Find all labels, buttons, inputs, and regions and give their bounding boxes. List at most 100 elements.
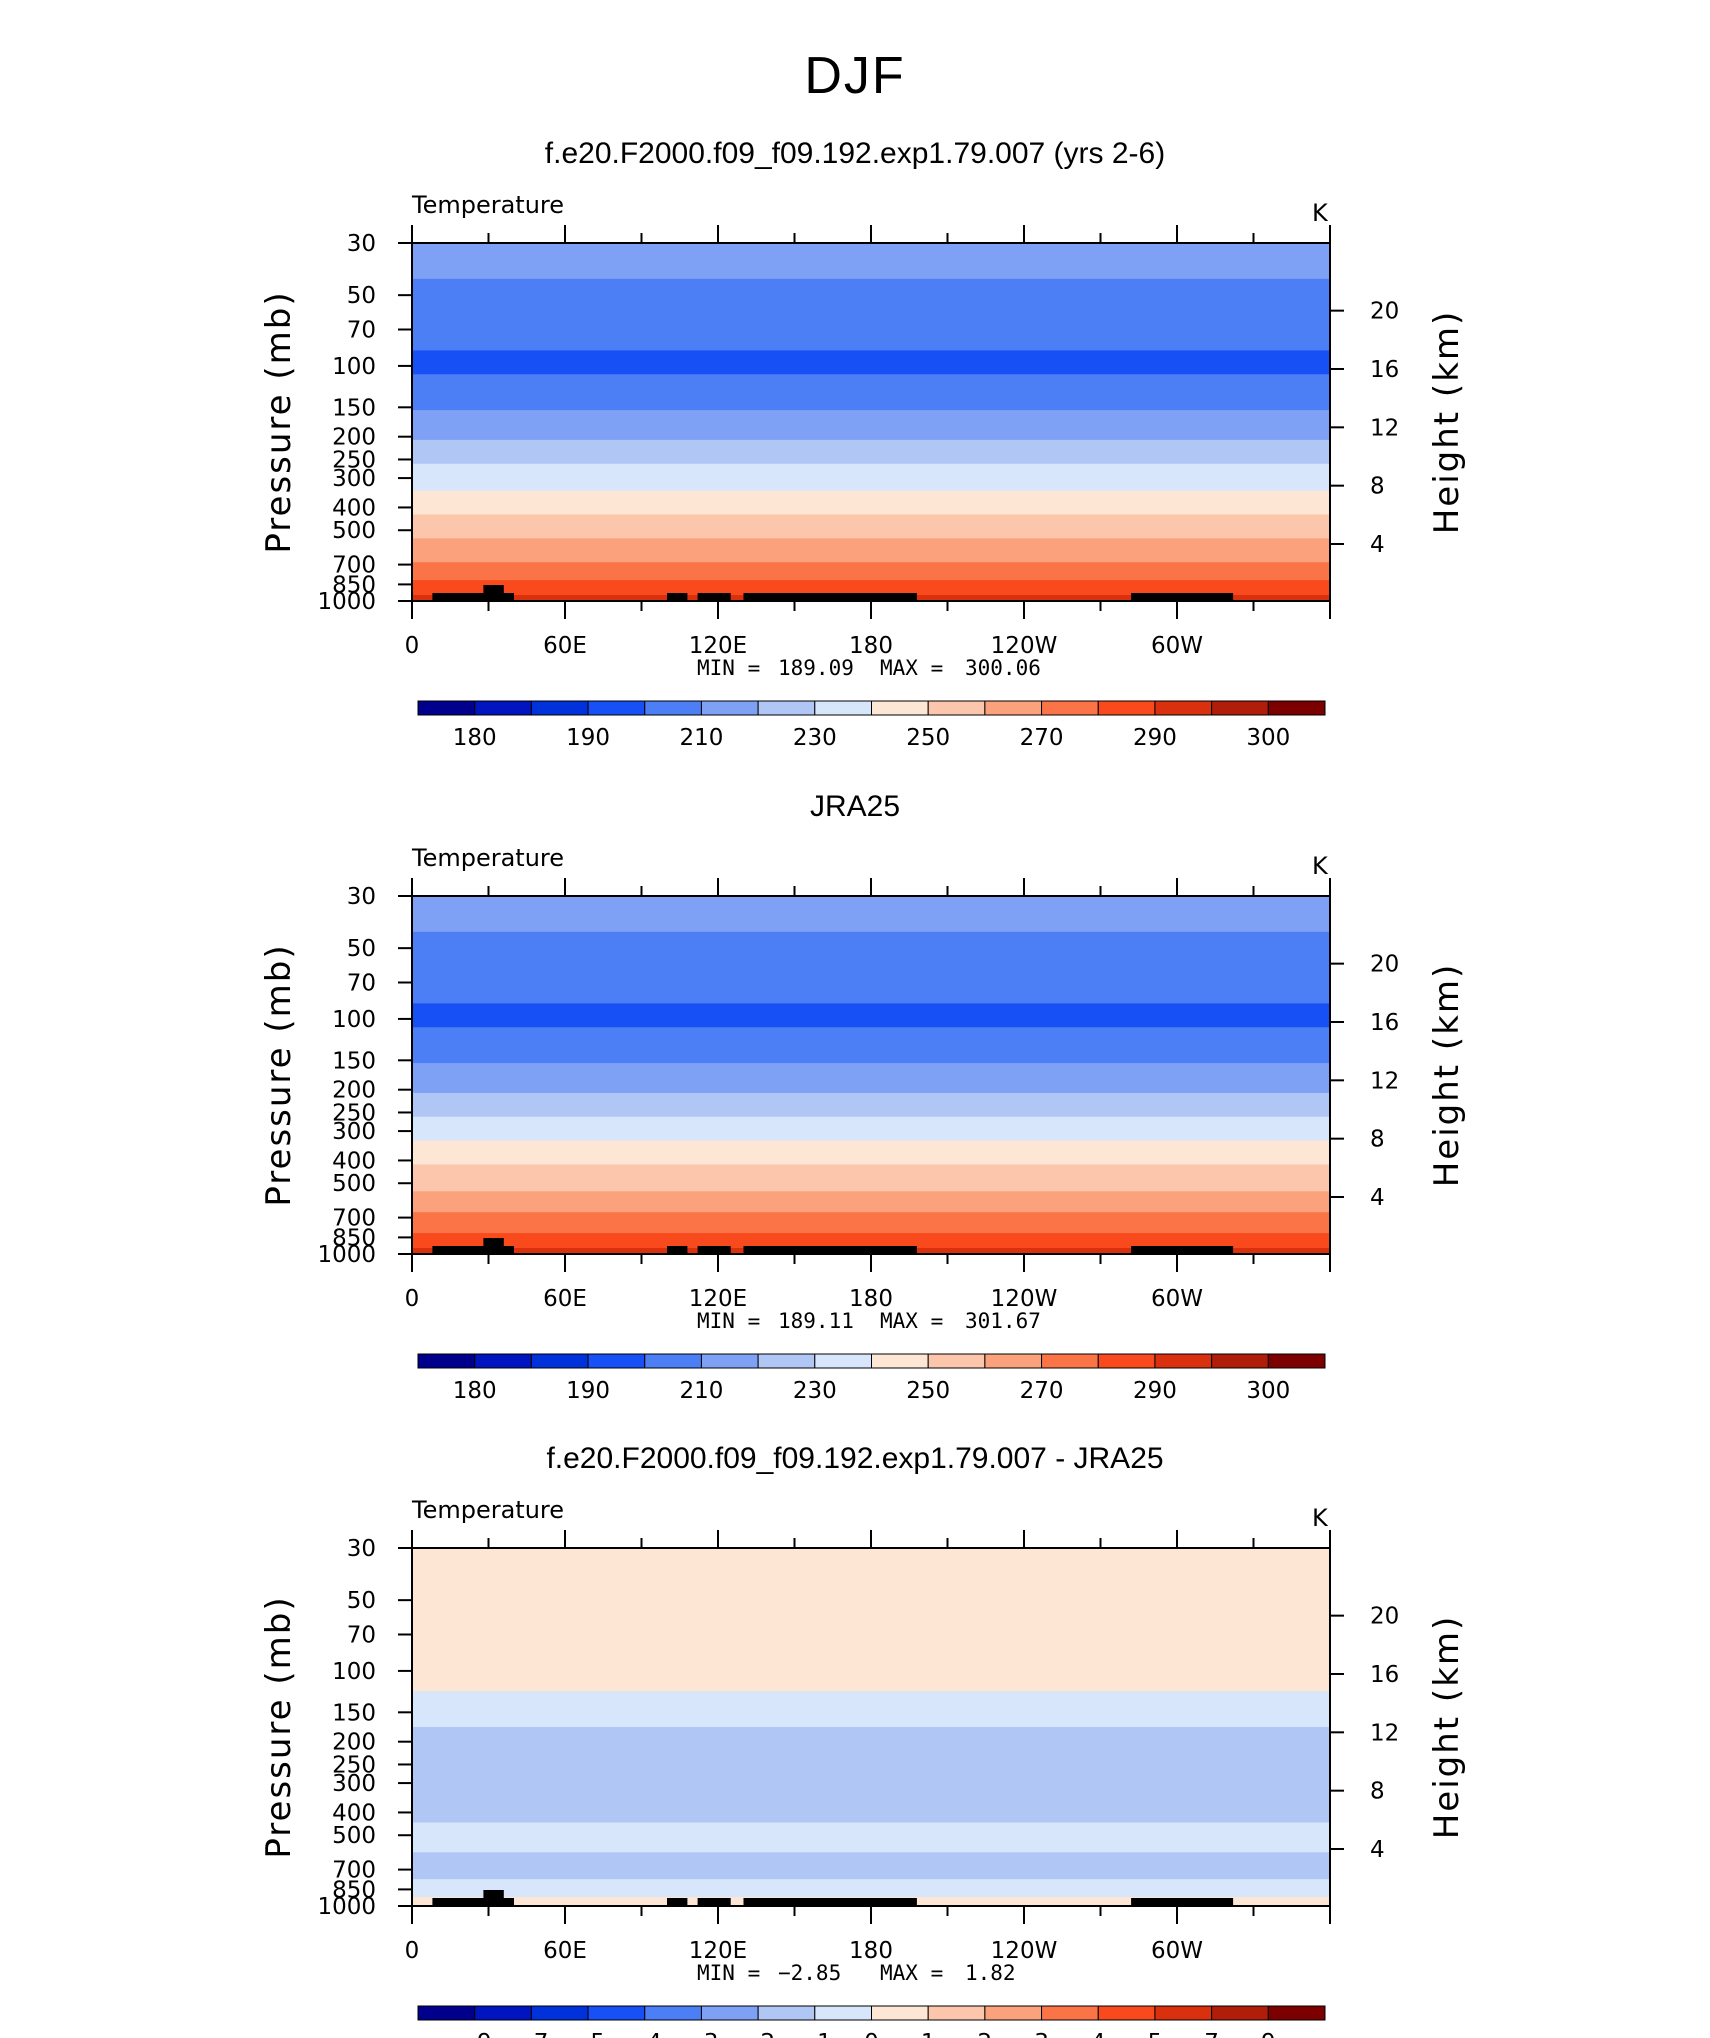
contour-band	[412, 1744, 1330, 1749]
contour-band	[412, 475, 1330, 480]
contour-band	[412, 910, 1330, 915]
pressure-tick-label: 300	[332, 1119, 376, 1145]
contour-band	[412, 1712, 1330, 1716]
colorbar-box	[417, 2005, 476, 2021]
topography-block	[483, 1890, 504, 1906]
contour-band	[412, 907, 1330, 912]
height-tick-label: 8	[1370, 1779, 1385, 1805]
contour-band	[412, 410, 1330, 414]
contour-band	[412, 1852, 1330, 1857]
contour-band	[412, 296, 1330, 301]
contour-band	[412, 1060, 1330, 1064]
contour-band	[412, 266, 1330, 271]
pressure-tick-label: 30	[347, 1536, 376, 1562]
contour-band	[412, 1888, 1330, 1892]
colorbar-label: 0	[864, 2030, 879, 2038]
contour-band	[412, 487, 1330, 492]
colorbar-label: 180	[453, 1378, 497, 1404]
contour-band	[412, 1816, 1330, 1821]
pressure-tick-label: 1000	[317, 1894, 376, 1920]
contour-band	[412, 1819, 1330, 1824]
contour-band	[412, 1634, 1330, 1639]
panel-title: f.e20.F2000.f09_f09.192.exp1.79.007 - JR…	[546, 1442, 1163, 1475]
contour-band	[412, 383, 1330, 387]
contour-band	[412, 1194, 1330, 1199]
contour-band	[412, 251, 1330, 256]
contour-band	[412, 1188, 1330, 1193]
colorbar-box	[474, 700, 532, 716]
lon-tick-label: 60W	[1151, 1938, 1203, 1964]
lon-tick-label: 180	[849, 633, 893, 659]
contour-band	[412, 571, 1330, 575]
contour-band	[412, 922, 1330, 927]
pressure-tick-label: 400	[332, 1148, 376, 1174]
contour-band	[412, 1768, 1330, 1773]
colorbar-box	[1097, 700, 1156, 716]
contour-band	[412, 1009, 1330, 1014]
contour-band	[412, 1233, 1330, 1237]
contour-band	[412, 1119, 1330, 1124]
colorbar-label: 9	[1261, 2030, 1276, 2038]
contour-band	[412, 493, 1330, 498]
contour-band	[412, 1021, 1330, 1026]
contour-band	[412, 1676, 1330, 1681]
contour-band	[412, 1209, 1330, 1214]
colorbar-box	[927, 700, 986, 716]
contour-band	[412, 1885, 1330, 1889]
lon-tick-label: 120E	[689, 633, 747, 659]
contour-band	[412, 448, 1330, 453]
height-tick-label: 20	[1370, 299, 1399, 325]
contour-band	[412, 368, 1330, 373]
contour-band	[412, 574, 1330, 578]
contour-band	[412, 454, 1330, 459]
contour-band	[412, 344, 1330, 349]
contour-band	[412, 1801, 1330, 1806]
colorbar-box	[644, 1353, 702, 1369]
contour-band	[412, 589, 1330, 593]
colorbar-label: 230	[793, 725, 837, 751]
contour-band	[412, 1116, 1330, 1121]
contour-band	[412, 1033, 1330, 1038]
height-tick-label: 12	[1370, 1068, 1399, 1094]
contour-band	[412, 1185, 1330, 1190]
topography-block	[743, 1246, 917, 1254]
topography-block	[667, 1898, 688, 1906]
colorbar-box	[530, 1353, 589, 1369]
colorbar-box	[700, 2005, 759, 2021]
contour-band	[412, 1080, 1330, 1085]
colorbar-box	[587, 2005, 646, 2021]
left-axis-title: Pressure (mb)	[259, 290, 299, 553]
contour-band	[412, 442, 1330, 447]
pressure-tick-label: 1000	[317, 589, 376, 615]
contour-band	[412, 365, 1330, 370]
colorbar-box	[984, 1353, 1043, 1369]
contour-band	[412, 1664, 1330, 1669]
contour-band	[412, 1807, 1330, 1812]
contour-band	[412, 1694, 1330, 1698]
contour-band	[412, 427, 1330, 432]
contour-band	[412, 380, 1330, 385]
contour-band	[412, 1069, 1330, 1073]
contour-band	[412, 517, 1330, 522]
contour-band	[412, 979, 1330, 984]
contour-band	[412, 1104, 1330, 1109]
colorbar-box	[984, 2005, 1043, 2021]
pressure-tick-label: 150	[332, 1700, 376, 1726]
colorbar-label: 3	[1034, 2030, 1049, 2038]
contour-band	[412, 553, 1330, 558]
contour-band	[412, 1661, 1330, 1666]
contour-band	[412, 359, 1330, 364]
contour-band	[412, 341, 1330, 346]
contour-band	[412, 1649, 1330, 1654]
contour-band	[412, 1700, 1330, 1704]
contour-band	[412, 1562, 1330, 1567]
contour-band	[412, 1212, 1330, 1217]
contour-band	[412, 407, 1330, 411]
pressure-tick-label: 850	[332, 572, 376, 598]
topography-block	[667, 593, 688, 601]
contour-band	[412, 1741, 1330, 1746]
contour-band	[412, 1643, 1330, 1648]
contour-band	[412, 550, 1330, 555]
contour-band	[412, 1158, 1330, 1163]
